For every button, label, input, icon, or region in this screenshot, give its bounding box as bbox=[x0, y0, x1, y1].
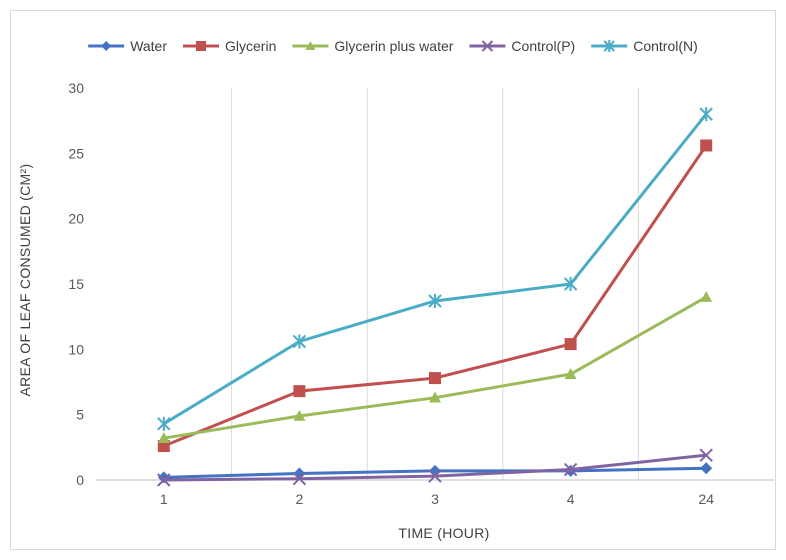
data-point bbox=[305, 41, 316, 50]
y-axis-title: AREA OF LEAF CONSUMED (CM²) bbox=[17, 164, 33, 397]
data-point bbox=[157, 473, 171, 487]
data-point bbox=[157, 416, 171, 431]
x-tick-label: 1 bbox=[160, 491, 168, 507]
series-control-n bbox=[157, 107, 713, 431]
data-point bbox=[700, 139, 713, 152]
data-point bbox=[293, 409, 306, 421]
legend-item: Glycerin bbox=[183, 38, 276, 54]
data-point bbox=[101, 41, 112, 51]
data-point bbox=[481, 40, 494, 52]
x-tick-label: 4 bbox=[567, 491, 575, 507]
data-point bbox=[157, 432, 170, 443]
legend-item: Control(P) bbox=[469, 38, 575, 54]
data-point bbox=[429, 372, 441, 385]
data-point bbox=[157, 471, 170, 484]
legend-item: Water bbox=[88, 38, 167, 54]
grid-lines bbox=[231, 88, 639, 480]
series-layer bbox=[157, 107, 713, 487]
data-point bbox=[699, 107, 713, 122]
data-point bbox=[292, 334, 307, 349]
x-tick-label: 3 bbox=[431, 491, 439, 507]
data-point bbox=[699, 448, 713, 462]
y-tick-label: 5 bbox=[76, 407, 84, 423]
legend-label: Glycerin plus water bbox=[334, 38, 453, 54]
x-tick-label: 2 bbox=[296, 491, 304, 507]
data-point bbox=[700, 462, 713, 475]
legend-item: Control(N) bbox=[591, 38, 698, 54]
data-point bbox=[603, 40, 615, 52]
legend-label: Control(N) bbox=[633, 38, 698, 54]
y-tick-label: 15 bbox=[68, 276, 84, 292]
series-glycerin-plus-water bbox=[157, 291, 713, 443]
legend-label: Glycerin bbox=[225, 38, 276, 54]
data-point bbox=[428, 293, 442, 308]
legend-label: Water bbox=[130, 38, 167, 54]
legend-label: Control(P) bbox=[511, 38, 575, 54]
data-point bbox=[157, 440, 170, 453]
y-tick-label: 25 bbox=[68, 145, 84, 161]
series-line bbox=[163, 295, 707, 440]
data-point bbox=[293, 385, 306, 398]
data-point bbox=[196, 41, 207, 51]
legend: Water Glycerin Glycerin plus water Control(… bbox=[88, 38, 698, 54]
x-tick-label: 24 bbox=[698, 491, 714, 507]
data-point bbox=[292, 471, 307, 486]
data-point bbox=[700, 291, 713, 302]
y-tick-label: 0 bbox=[76, 472, 84, 488]
data-point bbox=[563, 462, 578, 477]
series-control-p bbox=[157, 448, 713, 487]
data-point bbox=[563, 277, 578, 291]
y-tick-label: 10 bbox=[68, 341, 84, 357]
data-point bbox=[564, 368, 577, 379]
data-point bbox=[564, 338, 577, 351]
x-axis-title: TIME (HOUR) bbox=[398, 525, 489, 541]
data-point bbox=[429, 391, 441, 403]
data-point bbox=[428, 469, 442, 483]
series-glycerin bbox=[157, 139, 713, 453]
y-tick-label: 20 bbox=[68, 211, 84, 227]
y-tick-label: 30 bbox=[68, 80, 84, 96]
legend-item: Glycerin plus water bbox=[292, 38, 454, 54]
